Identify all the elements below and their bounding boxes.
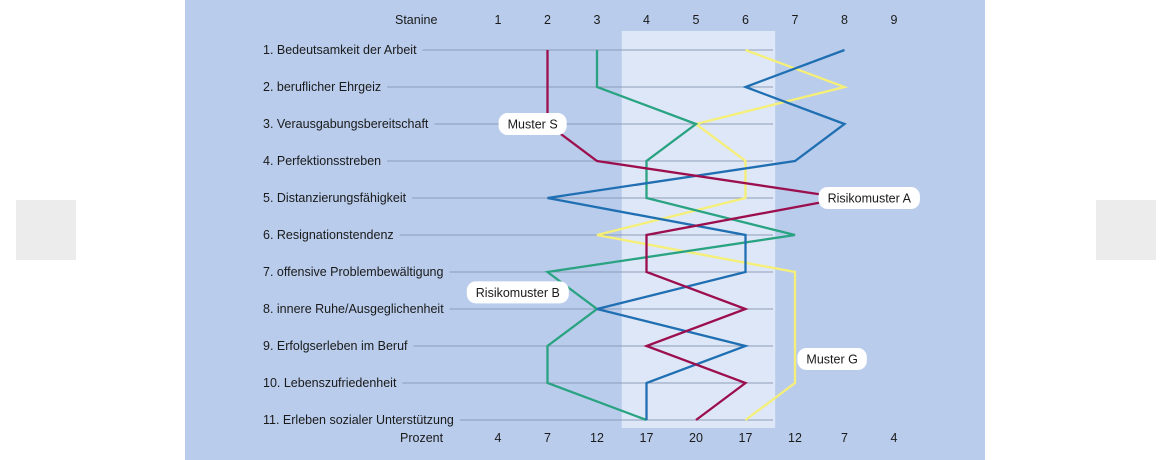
percent-tick-label: 4 xyxy=(495,431,502,445)
stanine-tick-label: 8 xyxy=(841,13,848,27)
stanine-tick-label: 4 xyxy=(643,13,650,27)
category-label: 1. Bedeutsamkeit der Arbeit xyxy=(263,43,417,57)
series-line-risikomuster-b xyxy=(546,50,845,421)
category-label: 7. offensive Problembewältigung xyxy=(263,265,443,279)
stanine-tick-label: 6 xyxy=(742,13,749,27)
category-label: 8. innere Ruhe/Ausgeglichenheit xyxy=(263,302,444,316)
annotation-text: Muster S xyxy=(508,118,558,132)
stanine-tick-label: 9 xyxy=(891,13,898,27)
profile-chart: 1. Bedeutsamkeit der Arbeit 2. berufliche… xyxy=(185,0,985,460)
category-label: 5. Distanzierungsfähigkeit xyxy=(263,191,407,205)
annotations: Muster S Risikomuster A Risikomuster B Must… xyxy=(466,113,920,370)
category-labels: 1. Bedeutsamkeit der Arbeit 2. berufliche… xyxy=(263,43,454,427)
percent-tick-label: 7 xyxy=(841,431,848,445)
stanine-tick-label: 2 xyxy=(544,13,551,27)
percent-tick-label: 17 xyxy=(640,431,654,445)
percent-tick-label: 12 xyxy=(590,431,604,445)
stanine-tick-label: 3 xyxy=(594,13,601,27)
annotation-text: Risikomuster A xyxy=(828,192,912,206)
annotation-muster-g: Muster G xyxy=(797,347,867,370)
annotation-text: Risikomuster B xyxy=(476,286,560,300)
percent-tick-label: 7 xyxy=(544,431,551,445)
series-line-muster-s xyxy=(544,50,796,422)
category-label: 3. Verausgabungsbereitschaft xyxy=(263,117,429,131)
category-label: 4. Perfektionsstreben xyxy=(263,154,381,168)
category-label: 6. Resignationstendenz xyxy=(263,228,394,242)
category-label: 2. beruflicher Ehrgeiz xyxy=(263,80,381,94)
stanine-tick-labels: 1 2 3 4 5 6 7 8 9 xyxy=(495,13,898,27)
category-label: 10. Lebenszufriedenheit xyxy=(263,376,397,390)
annotation-pill xyxy=(797,347,867,370)
series-line-muster-g xyxy=(596,48,849,421)
stanine-tick-label: 1 xyxy=(495,13,502,27)
annotation-pill xyxy=(498,113,567,135)
gridlines xyxy=(387,49,773,421)
average-band xyxy=(621,31,776,428)
percent-tick-label: 20 xyxy=(689,431,703,445)
stanine-tick-label: 7 xyxy=(792,13,799,27)
stanine-tick-label: 5 xyxy=(693,13,700,27)
percent-tick-label: 17 xyxy=(739,431,753,445)
annotation-pill xyxy=(466,281,569,304)
percent-tick-label: 4 xyxy=(891,431,898,445)
right-placeholder-box xyxy=(1096,200,1156,260)
category-label: 11. Erleben sozialer Unterstützung xyxy=(263,413,454,427)
left-placeholder-box xyxy=(16,200,76,260)
percent-tick-label: 12 xyxy=(788,431,802,445)
profile-chart-svg: 1. Bedeutsamkeit der Arbeit 2. berufliche… xyxy=(185,0,985,460)
series-line-risikomuster-a xyxy=(547,48,847,420)
annotation-pill xyxy=(818,187,920,209)
top-axis-title: Stanine xyxy=(395,13,437,27)
category-label: 9. Erfolgserleben im Beruf xyxy=(263,339,408,353)
annotation-muster-s: Muster S xyxy=(498,113,567,135)
percent-tick-labels: 4 7 12 17 20 17 12 7 4 xyxy=(495,431,898,445)
annotation-text: Muster G xyxy=(806,352,857,366)
annotation-risikomuster-a: Risikomuster A xyxy=(818,187,920,209)
series-lines xyxy=(544,48,849,422)
annotation-risikomuster-b: Risikomuster B xyxy=(466,281,569,304)
bottom-axis-title: Prozent xyxy=(400,431,444,445)
